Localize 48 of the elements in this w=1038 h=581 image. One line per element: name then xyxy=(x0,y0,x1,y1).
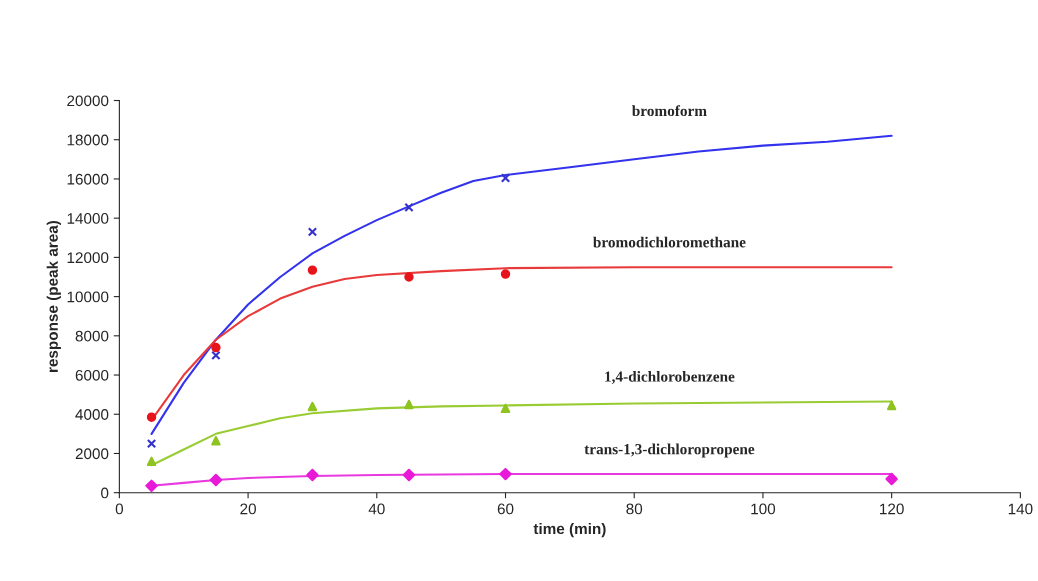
series-label: trans-1,3-dichloropropene xyxy=(584,443,755,458)
text: bromoform xyxy=(631,105,707,117)
x-tick-label: 100 xyxy=(751,503,776,515)
point xyxy=(885,472,898,486)
point xyxy=(306,468,319,482)
point xyxy=(146,412,157,422)
x-tick-label: 60 xyxy=(497,503,514,515)
y-tick-label: 6000 xyxy=(75,369,109,381)
line-series xyxy=(150,134,893,435)
point xyxy=(500,173,511,183)
y-tick-label: 0 xyxy=(101,487,109,499)
y-tick-label: 8000 xyxy=(75,330,109,342)
y-tick-label: 10000 xyxy=(67,291,109,303)
point xyxy=(886,400,897,411)
point xyxy=(499,467,512,481)
y-tick-label: 18000 xyxy=(67,134,109,146)
point xyxy=(500,403,511,414)
point xyxy=(500,269,511,279)
x-tick-label: 40 xyxy=(368,503,385,515)
point xyxy=(146,456,157,467)
y-tick-label: 12000 xyxy=(67,252,109,264)
point xyxy=(307,401,318,412)
x-tick-label: 120 xyxy=(880,503,904,515)
x-tick-label: 140 xyxy=(1008,503,1033,515)
point xyxy=(404,202,414,213)
y-tick-label: 2000 xyxy=(75,448,109,460)
series-label: 1,4-dichlorobenzene xyxy=(605,370,735,384)
point xyxy=(145,479,158,493)
point xyxy=(307,227,318,237)
x-tick-label: 80 xyxy=(626,503,643,515)
point xyxy=(209,473,223,487)
y-tick-label: 20000 xyxy=(67,95,109,107)
y-tick-label: 14000 xyxy=(67,213,109,224)
x-tick-label: 0 xyxy=(115,503,124,515)
point xyxy=(402,468,416,482)
x-tick-label: 20 xyxy=(240,503,256,515)
point xyxy=(307,265,318,275)
point xyxy=(211,350,221,361)
point xyxy=(211,436,221,446)
x-axis-title: time (min) xyxy=(533,522,606,538)
y-axis-title: response (peak area) xyxy=(46,220,61,373)
y-tick-label: 16000 xyxy=(67,173,109,185)
point xyxy=(146,438,157,449)
series-label: bromodichloromethane xyxy=(593,236,746,248)
point xyxy=(211,342,221,353)
point xyxy=(404,272,414,282)
point xyxy=(404,399,414,410)
y-tick-label: 4000 xyxy=(75,409,109,420)
